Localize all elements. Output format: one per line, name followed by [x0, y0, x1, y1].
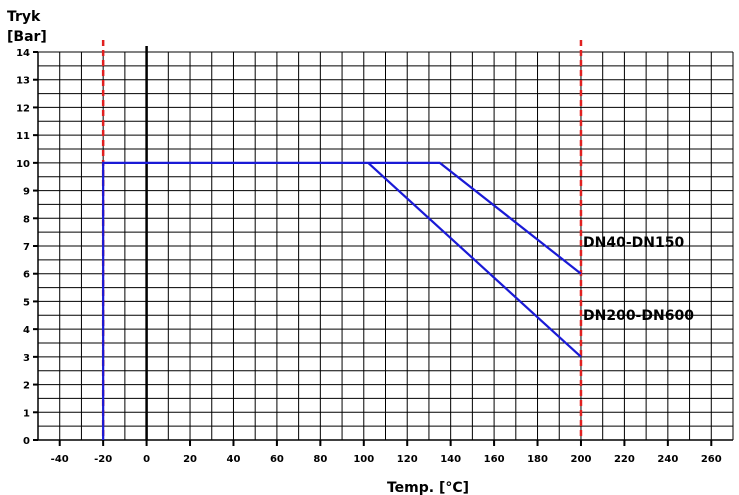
series-line-dn200-dn600 — [367, 162, 582, 358]
x-tick-label: -20 — [94, 454, 112, 465]
y-tick-label: 1 — [23, 408, 30, 419]
x-tick-label: -40 — [51, 454, 69, 465]
y-tick-label: 5 — [23, 297, 30, 308]
y-tick-label: 3 — [23, 353, 30, 364]
x-tick-label: 80 — [313, 454, 327, 465]
series-label-dn40-dn150: DN40-DN150 — [583, 235, 684, 251]
x-tick-label: 140 — [440, 454, 461, 465]
tick-labels: -40 -20 0 20 40 60 80 100 120 140 160 180 200 220 240 2… — [16, 48, 722, 465]
axes — [33, 51, 733, 446]
y-tick-label: 12 — [16, 103, 30, 114]
x-tick-label: 160 — [484, 454, 505, 465]
x-tick-label: 200 — [571, 454, 592, 465]
y-axis-title-line2: [Bar] — [7, 29, 47, 45]
y-axis-title-line1: Tryk — [7, 9, 41, 25]
y-tick-label: 10 — [16, 159, 30, 170]
y-tick-label: 7 — [23, 242, 30, 253]
x-tick-label: 240 — [657, 454, 678, 465]
y-tick-label: 9 — [23, 187, 30, 198]
x-tick-label: 260 — [701, 454, 722, 465]
series-lines — [102, 161, 582, 440]
y-tick-label: 11 — [16, 131, 30, 142]
x-tick-label: 100 — [353, 454, 374, 465]
x-axis-title: Temp. [°C] — [387, 480, 469, 495]
x-tick-label: 40 — [227, 454, 241, 465]
x-tick-label: 180 — [527, 454, 548, 465]
x-tick-label: 220 — [614, 454, 635, 465]
series-line-dn40-dn150 — [102, 161, 582, 440]
x-tick-label: 0 — [143, 454, 150, 465]
y-tick-label: 6 — [23, 270, 30, 281]
series-label-dn200-dn600: DN200-DN600 — [583, 308, 694, 324]
y-tick-label: 14 — [16, 48, 30, 59]
y-tick-label: 2 — [23, 381, 30, 392]
y-tick-label: 13 — [16, 76, 30, 87]
x-tick-label: 60 — [270, 454, 284, 465]
y-tick-label: 0 — [23, 436, 30, 447]
x-tick-label: 120 — [397, 454, 418, 465]
y-tick-label: 8 — [23, 214, 30, 225]
y-tick-label: 4 — [23, 325, 30, 336]
x-tick-label: 20 — [183, 454, 197, 465]
